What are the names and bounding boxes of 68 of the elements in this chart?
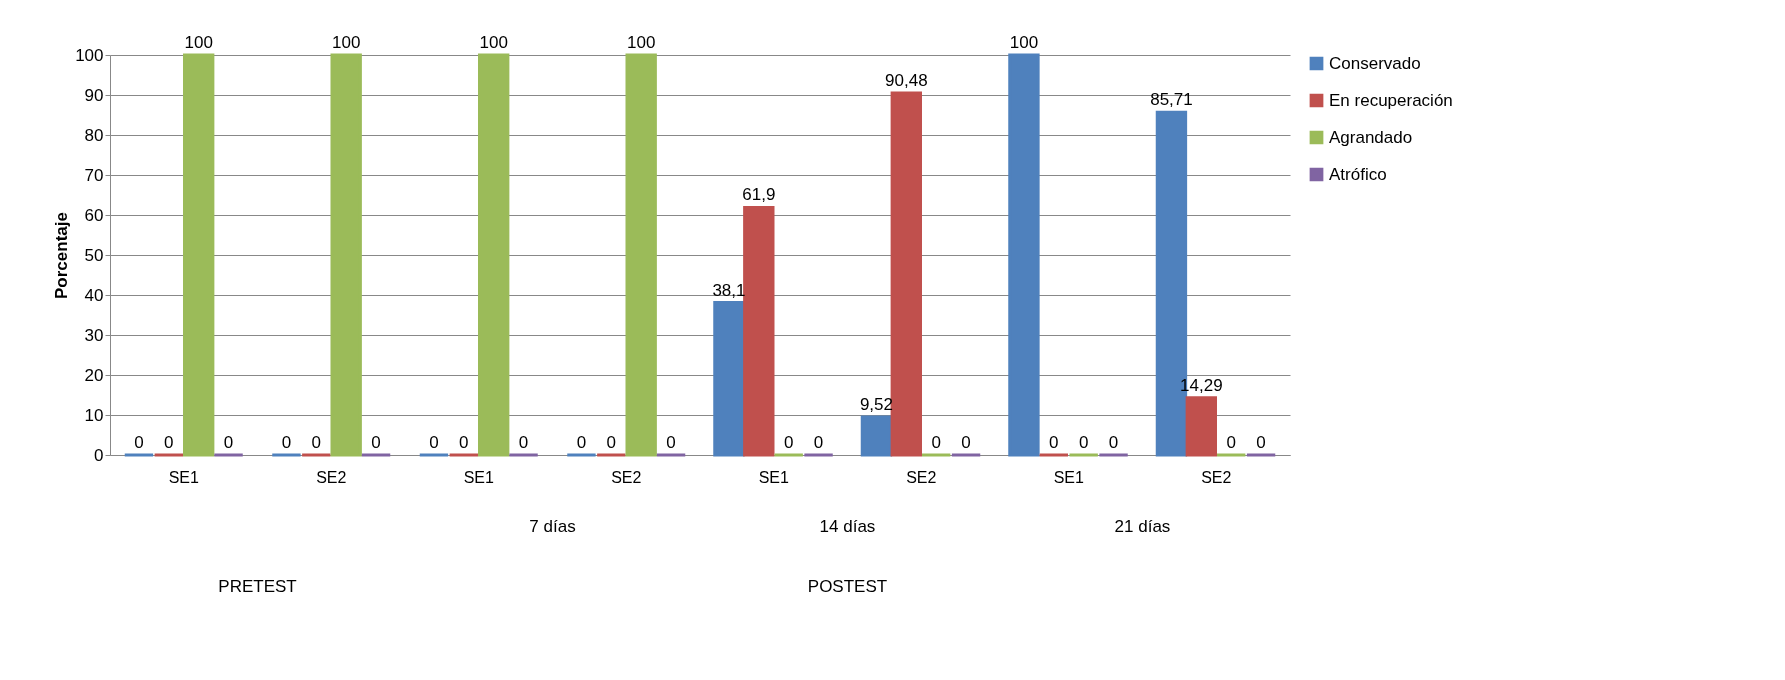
data-label: 0	[518, 433, 529, 452]
data-label: 0	[1078, 433, 1089, 452]
bar	[860, 415, 893, 457]
y-tick-label: 30	[84, 325, 104, 345]
data-label: 0	[429, 433, 439, 452]
data-label: 0	[1049, 433, 1059, 452]
bar	[713, 301, 745, 457]
bar	[478, 53, 510, 457]
text: 7 días	[528, 517, 577, 537]
x-tick-label: SE1	[758, 468, 789, 486]
y-tick-label: 60	[84, 205, 104, 225]
y-tick-label: 70	[84, 165, 104, 185]
data-label: 0	[134, 433, 144, 452]
data-label: 0	[931, 433, 941, 452]
legend-label: Agrandado	[1329, 127, 1413, 147]
data-label: 0	[223, 433, 234, 452]
x-tick-label: SE2	[316, 468, 347, 486]
legend-label: Atrófico	[1329, 164, 1387, 184]
data-label: 100	[332, 33, 361, 52]
data-label: 0	[961, 433, 971, 452]
y-tick-label: 20	[84, 365, 104, 385]
bar	[330, 53, 362, 457]
y-tick-label: 90	[84, 85, 104, 105]
data-label: 0	[1108, 433, 1119, 452]
y-tick-label: 0	[94, 445, 104, 465]
bar	[890, 91, 922, 457]
bar	[1185, 396, 1217, 457]
x-tick-label: SE1	[1053, 468, 1084, 486]
y-tick-label: 100	[75, 45, 104, 65]
x-tick-label: SE2	[906, 468, 937, 486]
data-label: 100	[1009, 33, 1039, 52]
data-label: 0	[371, 433, 381, 452]
bar	[625, 53, 657, 457]
data-label: 0	[666, 433, 676, 452]
y-axis-title: Porcentaje	[52, 212, 72, 299]
data-label: 100	[479, 33, 508, 52]
y-tick-label: 50	[84, 245, 104, 265]
text: PRETEST	[217, 577, 298, 597]
data-label: 0	[576, 433, 587, 452]
data-label: 90,48	[885, 71, 928, 91]
legend-label: Conservado	[1329, 53, 1421, 73]
data-label: 85,71	[1150, 90, 1193, 110]
data-label: 0	[813, 433, 824, 452]
data-label: 0	[1226, 433, 1236, 452]
data-label: 0	[164, 433, 174, 452]
data-label: 0	[311, 433, 322, 452]
data-label: 0	[783, 433, 794, 452]
data-label: 0	[459, 433, 469, 452]
y-tick-label: 40	[84, 285, 104, 305]
data-label: 100	[627, 33, 656, 52]
legend-label: En recuperación	[1329, 90, 1453, 110]
bar	[1008, 53, 1040, 457]
bar	[743, 205, 775, 457]
data-label: 61,9	[742, 185, 776, 205]
data-label: 100	[184, 33, 213, 52]
text: 21 días	[1113, 517, 1172, 537]
y-tick-label: 80	[84, 125, 104, 145]
x-tick-label: SE1	[168, 468, 199, 486]
x-tick-label: SE2	[1201, 468, 1232, 486]
data-label: 0	[606, 433, 617, 452]
text: POSTEST	[806, 577, 889, 597]
bar	[183, 53, 215, 457]
data-label: 0	[281, 433, 292, 452]
x-tick-label: SE1	[463, 468, 494, 486]
data-label: 0	[1256, 433, 1266, 452]
x-tick-label: SE2	[611, 468, 642, 486]
y-tick-label: 10	[84, 405, 104, 425]
text: 14 días	[818, 517, 877, 537]
